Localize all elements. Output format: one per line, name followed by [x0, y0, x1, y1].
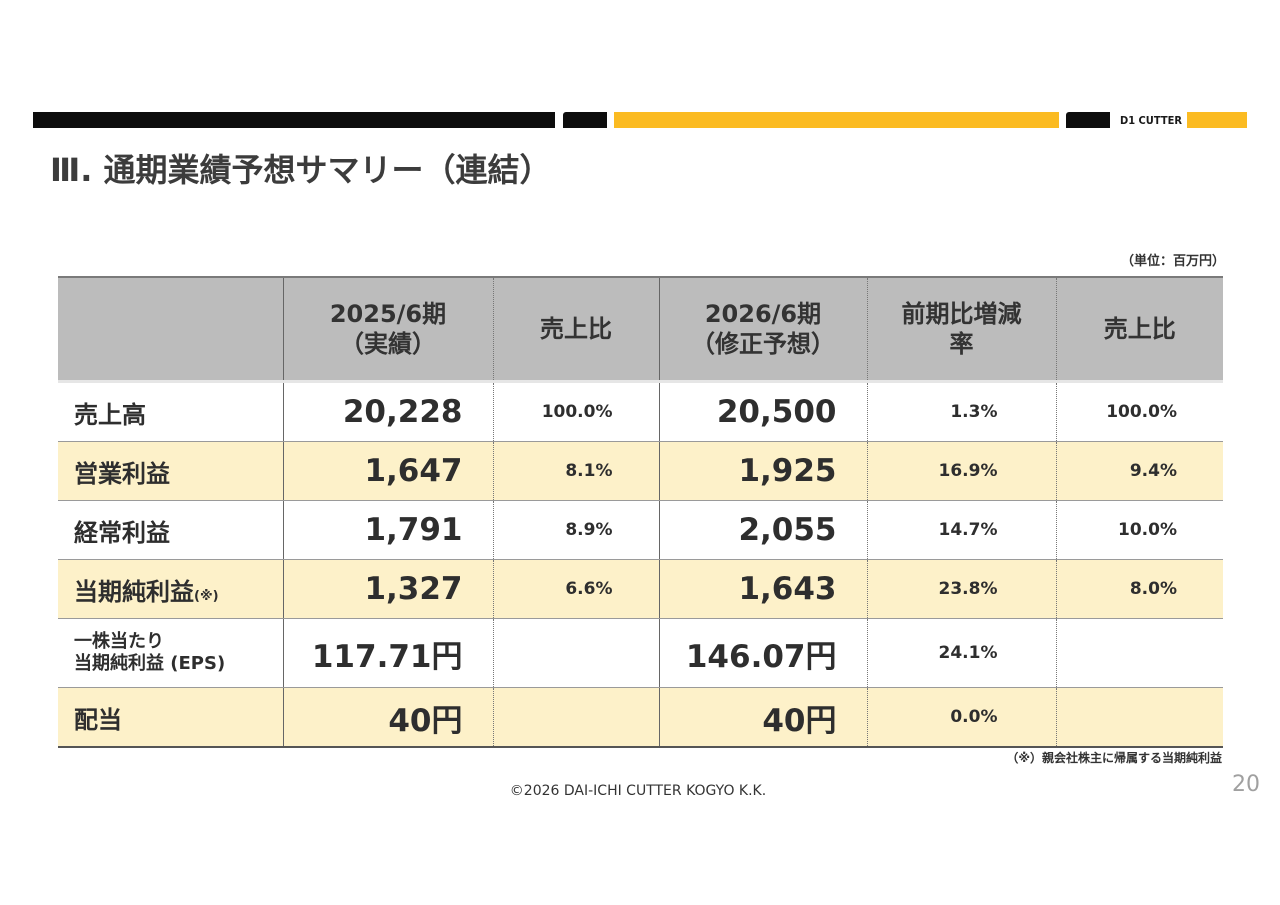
header-empty — [58, 276, 283, 382]
unit-note: （単位：百万円） — [1120, 254, 1225, 269]
row-label: 営業利益 — [58, 441, 283, 501]
cell-ratio2026: 100.0% — [1055, 380, 1223, 442]
cell-fy2025: 117.71円 — [282, 618, 493, 688]
row-label: 当期純利益 — [74, 577, 194, 606]
cell-fy2026: 1,925 — [658, 441, 867, 501]
cell-ratio2026: 10.0% — [1055, 500, 1223, 560]
table-row-dividend: 配当 40円 40円 0.0% — [58, 687, 1223, 748]
cell-fy2025: 1,647 — [282, 441, 493, 501]
cell-ratio2026: 9.4% — [1055, 441, 1223, 501]
row-label: 経常利益 — [58, 500, 283, 560]
header-fy2025: 2025/6期 （実績） — [282, 276, 493, 382]
cell-fy2026: 146.07円 — [658, 618, 867, 688]
cell-fy2026: 2,055 — [658, 500, 867, 560]
header-fy2026-line1: 2026/6期 — [704, 300, 822, 328]
cell-fy2026: 1,643 — [658, 559, 867, 619]
header-fy2026: 2026/6期 （修正予想） — [658, 276, 867, 382]
row-label: 配当 — [58, 687, 283, 748]
header-yoy-line1: 前期比増減 — [901, 300, 1022, 328]
row-label-line2: 当期純利益 (EPS) — [74, 653, 226, 674]
cell-ratio2026: 8.0% — [1055, 559, 1223, 619]
header-ratio2025: 売上比 — [492, 276, 659, 382]
cell-fy2025: 1,791 — [282, 500, 493, 560]
cell-ratio2025: 100.0% — [492, 380, 659, 442]
cell-yoy: 16.9% — [866, 441, 1056, 501]
header-fy2025-line1: 2025/6期 — [329, 300, 447, 328]
header-fy2025-line2: （実績） — [340, 330, 436, 358]
cell-yoy: 14.7% — [866, 500, 1056, 560]
header-bar-yellow-long — [614, 112, 1059, 128]
copyright-text: ©2026 DAI-ICHI CUTTER KOGYO K.K. — [509, 783, 767, 799]
table-row-net-sales: 売上高 20,228 100.0% 20,500 1.3% 100.0% — [58, 380, 1223, 442]
cell-fy2026: 20,500 — [658, 380, 867, 442]
brand-logo-text: D1 CUTTER — [1120, 114, 1182, 127]
cell-yoy: 23.8% — [866, 559, 1056, 619]
slide-title: Ⅲ. 通期業績予想サマリー（連結） — [50, 151, 552, 189]
cell-fy2025: 40円 — [282, 687, 493, 748]
forecast-summary-table: 2025/6期 （実績） 売上比 2026/6期 （修正予想） 前期比増減 率 … — [58, 276, 1223, 748]
header-bar-black-short — [563, 112, 607, 128]
table-row-ordinary-income: 経常利益 1,791 8.9% 2,055 14.7% 10.0% — [58, 500, 1223, 560]
table-footnote: （※）親会社株主に帰属する当期純利益 — [1006, 751, 1222, 765]
cell-ratio2025: 6.6% — [492, 559, 659, 619]
cell-ratio2025: 8.9% — [492, 500, 659, 560]
header-fy2026-line2: （修正予想） — [691, 330, 835, 358]
page-number: 20 — [1232, 772, 1260, 797]
table-row-eps: 一株当たり 当期純利益 (EPS) 117.71円 146.07円 24.1% — [58, 618, 1223, 688]
header-bar-black-tab — [1066, 112, 1110, 128]
header-yoy: 前期比増減 率 — [866, 276, 1056, 382]
header-yoy-line2: 率 — [949, 330, 974, 358]
row-label: 売上高 — [58, 380, 283, 442]
row-label-line1: 一株当たり — [74, 631, 164, 652]
row-label-cell: 一株当たり 当期純利益 (EPS) — [58, 618, 283, 688]
table-row-net-income: 当期純利益(※) 1,327 6.6% 1,643 23.8% 8.0% — [58, 559, 1223, 619]
cell-yoy: 24.1% — [866, 618, 1056, 688]
header-bar-yellow-short — [1187, 112, 1247, 128]
cell-ratio2025 — [492, 687, 659, 748]
cell-ratio2025: 8.1% — [492, 441, 659, 501]
cell-fy2026: 40円 — [658, 687, 867, 748]
cell-ratio2026 — [1055, 618, 1223, 688]
cell-ratio2026 — [1055, 687, 1223, 748]
table-header-row: 2025/6期 （実績） 売上比 2026/6期 （修正予想） 前期比増減 率 … — [58, 276, 1223, 382]
cell-yoy: 1.3% — [866, 380, 1056, 442]
header-bar-black-long — [33, 112, 555, 128]
cell-yoy: 0.0% — [866, 687, 1056, 748]
cell-fy2025: 1,327 — [282, 559, 493, 619]
cell-ratio2025 — [492, 618, 659, 688]
cell-fy2025: 20,228 — [282, 380, 493, 442]
table-row-operating-income: 営業利益 1,647 8.1% 1,925 16.9% 9.4% — [58, 441, 1223, 501]
row-label-note: (※) — [194, 588, 219, 604]
header-ratio2026: 売上比 — [1055, 276, 1223, 382]
row-label-cell: 当期純利益(※) — [58, 559, 283, 619]
